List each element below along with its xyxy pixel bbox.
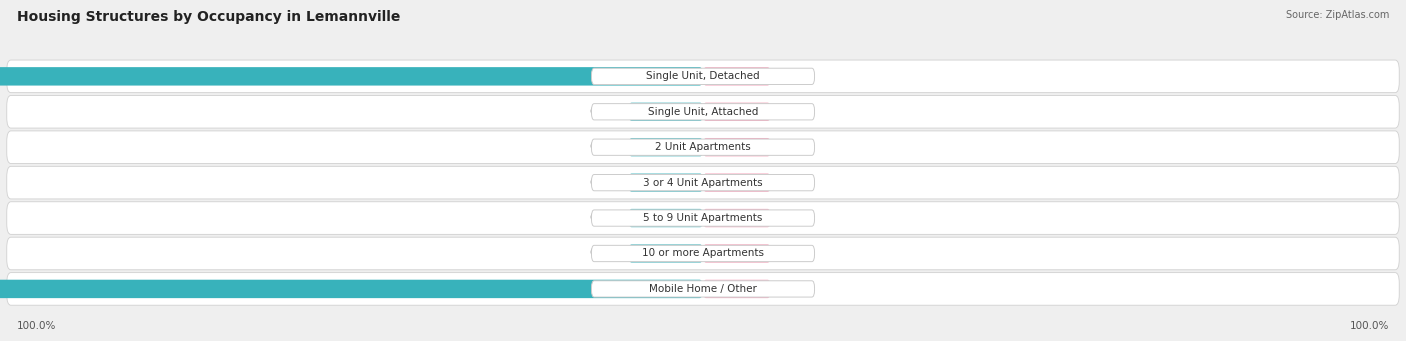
FancyBboxPatch shape <box>7 237 1399 270</box>
Text: 0.0%: 0.0% <box>782 178 810 188</box>
FancyBboxPatch shape <box>592 68 814 85</box>
FancyBboxPatch shape <box>628 174 703 192</box>
FancyBboxPatch shape <box>628 244 703 263</box>
Text: 0.0%: 0.0% <box>782 142 810 152</box>
FancyBboxPatch shape <box>703 67 770 86</box>
Text: Single Unit, Detached: Single Unit, Detached <box>647 71 759 81</box>
Text: 0.0%: 0.0% <box>782 213 810 223</box>
Text: 0.0%: 0.0% <box>589 142 617 152</box>
Text: 100.0%: 100.0% <box>1350 321 1389 330</box>
FancyBboxPatch shape <box>703 174 770 192</box>
Text: 0.0%: 0.0% <box>589 249 617 258</box>
FancyBboxPatch shape <box>703 103 770 121</box>
FancyBboxPatch shape <box>592 245 814 262</box>
FancyBboxPatch shape <box>628 103 703 121</box>
Text: Single Unit, Attached: Single Unit, Attached <box>648 107 758 117</box>
FancyBboxPatch shape <box>703 280 770 298</box>
FancyBboxPatch shape <box>592 139 814 155</box>
FancyBboxPatch shape <box>592 104 814 120</box>
FancyBboxPatch shape <box>0 280 703 298</box>
Text: 10 or more Apartments: 10 or more Apartments <box>643 249 763 258</box>
Text: 100.0%: 100.0% <box>17 321 56 330</box>
Text: Mobile Home / Other: Mobile Home / Other <box>650 284 756 294</box>
Text: 0.0%: 0.0% <box>782 107 810 117</box>
Text: Housing Structures by Occupancy in Lemannville: Housing Structures by Occupancy in Leman… <box>17 10 401 24</box>
Text: 0.0%: 0.0% <box>589 213 617 223</box>
Text: 0.0%: 0.0% <box>782 284 810 294</box>
Text: Source: ZipAtlas.com: Source: ZipAtlas.com <box>1285 10 1389 20</box>
FancyBboxPatch shape <box>703 244 770 263</box>
FancyBboxPatch shape <box>703 209 770 227</box>
FancyBboxPatch shape <box>592 281 814 297</box>
FancyBboxPatch shape <box>7 131 1399 163</box>
FancyBboxPatch shape <box>628 138 703 157</box>
Text: 5 to 9 Unit Apartments: 5 to 9 Unit Apartments <box>644 213 762 223</box>
FancyBboxPatch shape <box>592 210 814 226</box>
FancyBboxPatch shape <box>7 202 1399 234</box>
Text: 0.0%: 0.0% <box>589 107 617 117</box>
Text: 3 or 4 Unit Apartments: 3 or 4 Unit Apartments <box>643 178 763 188</box>
Text: 0.0%: 0.0% <box>589 178 617 188</box>
FancyBboxPatch shape <box>628 209 703 227</box>
Text: 2 Unit Apartments: 2 Unit Apartments <box>655 142 751 152</box>
FancyBboxPatch shape <box>7 272 1399 305</box>
Text: 0.0%: 0.0% <box>782 249 810 258</box>
Text: 0.0%: 0.0% <box>782 71 810 81</box>
FancyBboxPatch shape <box>592 175 814 191</box>
FancyBboxPatch shape <box>7 95 1399 128</box>
FancyBboxPatch shape <box>0 67 703 86</box>
FancyBboxPatch shape <box>703 138 770 157</box>
FancyBboxPatch shape <box>7 166 1399 199</box>
FancyBboxPatch shape <box>7 60 1399 93</box>
